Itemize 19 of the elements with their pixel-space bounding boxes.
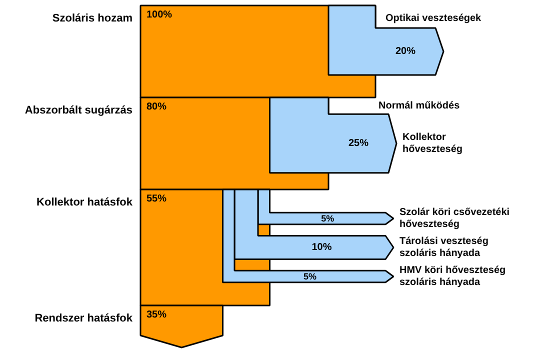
category-label: Szolár köri csővezetéki hőveszteség xyxy=(400,206,510,230)
text: Normál működés xyxy=(378,100,460,112)
data-label: 5% xyxy=(321,214,334,224)
data-label: 25% xyxy=(348,138,369,149)
category-label: Optikai veszteségek xyxy=(386,13,482,24)
data-label: 80% xyxy=(146,102,167,112)
data-label: 10% xyxy=(312,242,332,253)
data-label: 5% xyxy=(303,272,317,282)
category-label: Tárolási veszteség szoláris hányada xyxy=(400,236,488,260)
data-label: 20% xyxy=(395,46,416,57)
category-label: HMV köri hőveszteség szoláris hányada xyxy=(400,264,506,288)
data-label: 100% xyxy=(146,10,172,20)
data-label: 55% xyxy=(146,194,167,204)
category-label: Kollektor hatásfok xyxy=(36,196,134,208)
category-label: Kollektor hőveszteség xyxy=(402,132,463,156)
category-label: Abszorbált sugárzás xyxy=(24,104,133,116)
data-label: 35% xyxy=(146,310,167,320)
category-label: Rendszer hatásfok xyxy=(34,312,134,324)
category-label: Szoláris hozam xyxy=(52,12,133,24)
